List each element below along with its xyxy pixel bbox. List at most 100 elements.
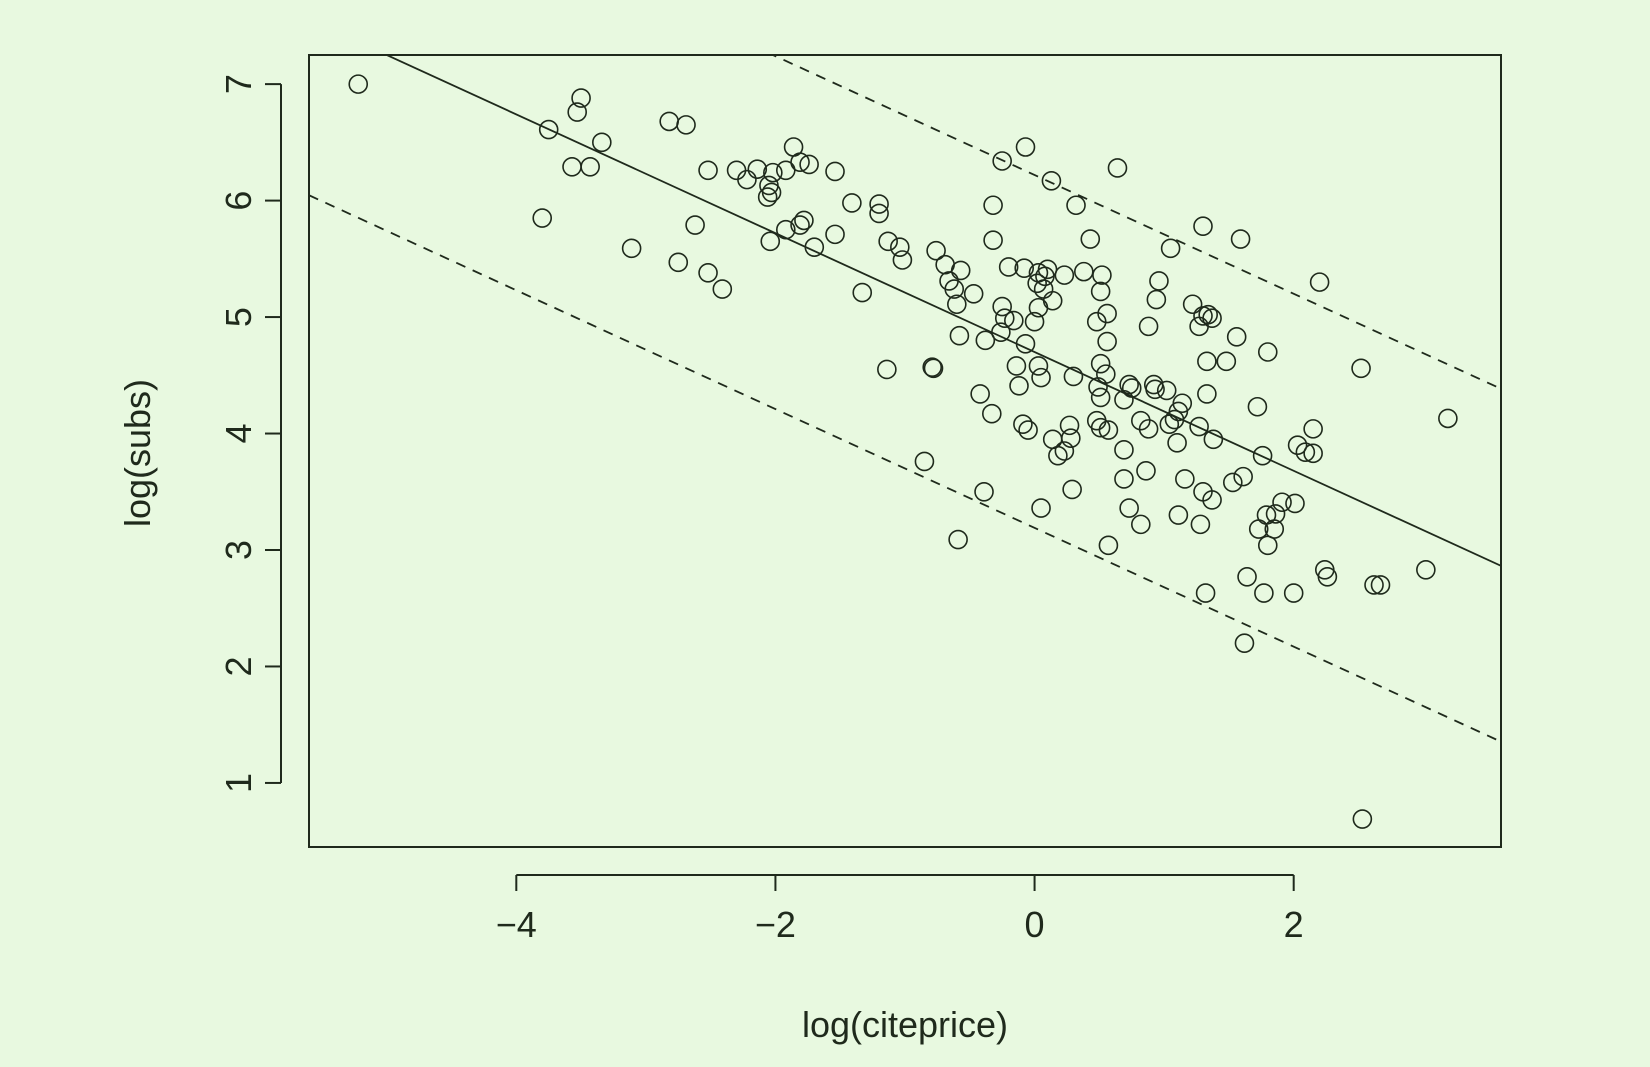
data-point xyxy=(1009,375,1029,396)
data-point xyxy=(761,182,782,203)
data-point xyxy=(1175,469,1195,489)
data-point xyxy=(1364,575,1384,595)
data-point xyxy=(1247,396,1268,417)
data-point xyxy=(991,322,1011,343)
data-point xyxy=(1248,519,1269,539)
data-point xyxy=(571,88,591,108)
data-point xyxy=(923,358,944,379)
data-point xyxy=(763,162,783,183)
data-point xyxy=(1254,583,1274,603)
data-point xyxy=(1285,493,1305,514)
data-point xyxy=(1416,559,1436,580)
data-point xyxy=(1107,158,1128,178)
y-tick-label: 7 xyxy=(218,74,259,94)
data-point xyxy=(1138,316,1159,337)
y-axis: 1 2 3 4 5 6 7 xyxy=(218,74,282,793)
data-point xyxy=(1203,429,1224,450)
y-tick-label: 6 xyxy=(218,191,259,211)
data-point xyxy=(1090,281,1111,302)
data-point xyxy=(538,119,559,140)
data-point xyxy=(1216,351,1237,372)
data-point xyxy=(914,451,935,472)
data-point xyxy=(982,403,1002,424)
data-point xyxy=(1041,170,1062,191)
data-point xyxy=(760,231,781,252)
data-point xyxy=(747,159,768,179)
data-point xyxy=(1006,356,1027,376)
data-point xyxy=(1303,443,1323,464)
data-point xyxy=(1014,258,1034,278)
data-point xyxy=(1193,216,1213,237)
data-point xyxy=(1309,272,1330,292)
data-point xyxy=(1303,419,1323,439)
data-point xyxy=(562,157,582,177)
data-point xyxy=(1028,356,1049,376)
data-point xyxy=(1074,261,1094,282)
data-point xyxy=(878,231,898,252)
data-point xyxy=(685,215,705,235)
data-point xyxy=(1035,266,1055,287)
data-point xyxy=(698,262,718,283)
data-point xyxy=(1234,633,1255,653)
data-point xyxy=(799,154,819,175)
data-point xyxy=(1159,414,1180,435)
data-point xyxy=(1028,297,1049,318)
data-point xyxy=(659,111,679,132)
data-point xyxy=(825,224,845,245)
data-point xyxy=(676,115,696,135)
data-point xyxy=(1086,311,1107,332)
data-point xyxy=(869,194,889,214)
x-axis-label: log(citeprice) xyxy=(802,1004,1008,1045)
y-tick-label: 3 xyxy=(218,540,259,560)
data-point xyxy=(949,325,970,346)
data-point xyxy=(1027,273,1047,294)
data-point xyxy=(592,132,612,153)
data-point xyxy=(1131,514,1151,535)
data-point xyxy=(1160,238,1181,259)
x-tick-label: 2 xyxy=(1284,904,1304,945)
data-point xyxy=(775,219,796,240)
data-point xyxy=(804,237,825,257)
data-points xyxy=(348,74,1458,829)
data-point xyxy=(1059,415,1080,436)
data-point xyxy=(790,215,810,235)
data-point xyxy=(926,240,946,261)
data-point xyxy=(1145,379,1165,400)
data-point xyxy=(1090,387,1111,408)
y-tick-label: 2 xyxy=(218,656,259,676)
data-point xyxy=(1098,420,1119,440)
data-point xyxy=(1189,316,1209,337)
fit-line xyxy=(384,55,1501,567)
data-point xyxy=(698,160,718,181)
data-point xyxy=(775,160,796,181)
data-point xyxy=(1024,311,1045,332)
data-point xyxy=(852,282,873,303)
data-point xyxy=(1156,380,1177,401)
x-tick-label: −2 xyxy=(755,904,796,945)
data-point xyxy=(974,481,994,502)
data-point xyxy=(1351,358,1371,379)
data-point xyxy=(1257,535,1278,556)
data-point xyxy=(992,151,1012,171)
data-point xyxy=(1066,195,1086,216)
data-point xyxy=(1370,575,1391,595)
data-point xyxy=(877,359,897,380)
data-point xyxy=(1013,414,1033,435)
data-point xyxy=(1237,566,1257,587)
data-point xyxy=(1202,490,1222,510)
data-point xyxy=(1190,514,1211,535)
regression-lines xyxy=(309,55,1501,743)
data-point xyxy=(1004,310,1024,331)
data-point xyxy=(1168,505,1189,525)
x-tick-label: 0 xyxy=(1025,904,1045,945)
data-point xyxy=(1031,498,1051,518)
data-point xyxy=(757,187,778,207)
data-point xyxy=(1090,417,1111,438)
data-point xyxy=(1195,583,1216,603)
data-point xyxy=(1097,331,1117,352)
data-point xyxy=(794,210,814,231)
data-point xyxy=(1138,419,1159,439)
data-point xyxy=(1202,308,1222,329)
